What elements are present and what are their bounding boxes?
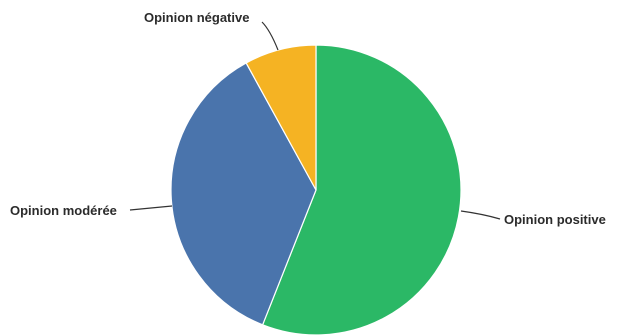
leader-line-negative bbox=[261, 21, 279, 51]
leader-line-moderee bbox=[129, 205, 173, 211]
leader-lines bbox=[129, 21, 501, 220]
leader-line-positive bbox=[460, 210, 501, 220]
pie-slice-opinion-mod-r-e bbox=[170, 62, 317, 326]
label-opinion-negative: Opinion négative bbox=[144, 10, 249, 25]
pie-slice-opinion-n-gative bbox=[245, 44, 317, 191]
pie-slices bbox=[170, 44, 462, 336]
label-opinion-moderee: Opinion modérée bbox=[10, 203, 117, 218]
label-opinion-positive: Opinion positive bbox=[504, 212, 606, 227]
pie-slice-opinion-positive bbox=[261, 44, 462, 336]
pie-labels: Opinion négative Opinion modérée Opinion… bbox=[10, 10, 606, 227]
